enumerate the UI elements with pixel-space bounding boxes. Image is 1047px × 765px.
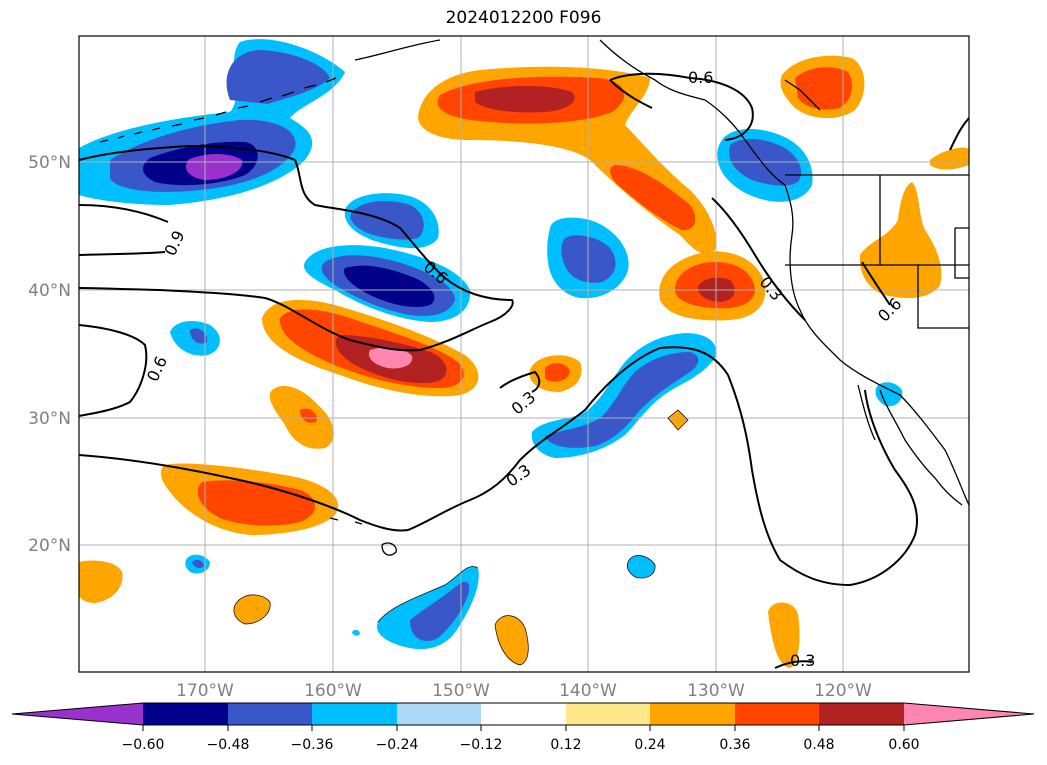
positive-anomaly-north-pacific [418, 66, 717, 254]
colorbar-seg [904, 703, 1034, 725]
contour-label: 0.3 [790, 651, 815, 670]
lon-label-130w: 130°W [687, 681, 745, 701]
colorbar-seg [819, 703, 904, 725]
shaded-outlines [233, 409, 689, 666]
lon-label-120w: 120°W [814, 681, 872, 701]
colorbar-tick-label: 0.60 [888, 737, 919, 753]
lat-label-50: 50°N [28, 153, 71, 173]
graticule [79, 36, 969, 672]
colorbar-seg [312, 703, 397, 725]
colorbar-tick-label: −0.24 [376, 737, 419, 753]
colorbar-tick-label: 0.12 [550, 737, 581, 753]
lon-label-150w: 150°W [432, 681, 490, 701]
colorbar-seg [566, 703, 650, 725]
lat-label-20: 20°N [28, 536, 71, 556]
lon-label-160w: 160°W [304, 681, 362, 701]
longitude-labels: 170°W 160°W 150°W 140°W 130°W 120°W [176, 681, 872, 701]
map-frame [78, 35, 970, 673]
negative-anomaly-various [170, 128, 903, 650]
lon-label-170w: 170°W [176, 681, 234, 701]
colorbar-tick-label: 0.36 [719, 737, 750, 753]
colorbar-ticks [142, 725, 905, 731]
colorbar-tick-label: 0.24 [634, 737, 665, 753]
colorbar-tick-label: −0.60 [122, 737, 165, 753]
lon-label-140w: 140°W [559, 681, 617, 701]
colorbar-seg [143, 703, 228, 725]
colorbar-seg [735, 703, 819, 725]
map-title: 2024012200 F096 [445, 8, 602, 28]
colorbar-seg [481, 703, 566, 725]
latitude-labels: 50°N 40°N 30°N 20°N [28, 153, 71, 556]
lat-label-30: 30°N [28, 409, 71, 429]
colorbar-tick-label: 0.48 [803, 737, 834, 753]
positive-anomaly-small [79, 355, 800, 668]
contour-label: 0.6 [688, 68, 713, 87]
contour-lines [79, 72, 969, 669]
colorbar-seg [650, 703, 735, 725]
colorbar-seg [228, 703, 312, 725]
positive-anomaly-inland [859, 182, 942, 298]
colorbar-tick-label: −0.48 [207, 737, 250, 753]
colorbar-tick-label: −0.36 [291, 737, 334, 753]
colorbar-tick-label: −0.12 [460, 737, 503, 753]
negative-anomaly-northwest [79, 39, 345, 206]
positive-anomaly-offshore-west [659, 251, 766, 321]
lat-label-40: 40°N [28, 281, 71, 301]
colorbar-seg [12, 703, 143, 725]
colorbar-seg [397, 703, 481, 725]
coastlines [99, 39, 969, 556]
colorbar: −0.60 −0.48 −0.36 −0.24 −0.12 0.12 0.24 … [11, 702, 1035, 753]
